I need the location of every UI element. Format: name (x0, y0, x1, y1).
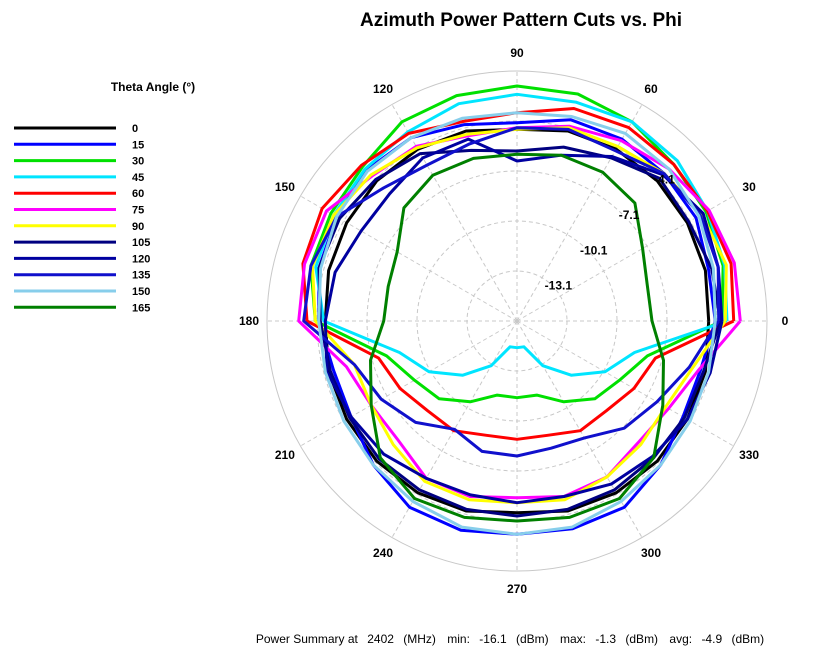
grid-outer-ring (266, 70, 768, 572)
summary-min-value: -16.1 (479, 632, 507, 646)
summary-freq-unit: (MHz) (403, 632, 436, 646)
summary-avg-label: avg: (669, 632, 692, 646)
summary-min-unit: (dBm) (516, 632, 549, 646)
legend-label-30: 30 (132, 156, 144, 168)
polar-grid (266, 70, 768, 572)
legend-label-135: 135 (132, 270, 150, 282)
series-line-theta-90 (311, 126, 728, 505)
legend-label-0: 0 (132, 123, 138, 135)
legend-label-60: 60 (132, 188, 144, 200)
radial-tick-labels: -13.1 -10.1 -7.1 -4.1 (545, 173, 675, 293)
legend: 0 15 30 45 60 75 90 105 120 135 150 165 (14, 123, 150, 314)
summary-max-label: max: (560, 632, 586, 646)
power-summary: Power Summary at 2402 (MHz) min: -16.1 (… (256, 632, 764, 646)
series-lines (297, 84, 742, 536)
summary-max-value: -1.3 (595, 632, 616, 646)
angle-tick-labels: 0 30 60 90 120 150 180 210 240 270 300 330 (239, 46, 789, 596)
series-line-theta-45 (314, 92, 729, 377)
angle-label-60: 60 (644, 82, 658, 96)
angle-label-30: 30 (742, 180, 756, 194)
summary-avg-value: -4.9 (701, 632, 722, 646)
legend-label-45: 45 (132, 172, 144, 184)
series-line-theta-150 (317, 111, 717, 536)
summary-max-unit: (dBm) (625, 632, 658, 646)
legend-label-165: 165 (132, 302, 150, 314)
series-line-theta-60 (301, 107, 736, 441)
legend-label-75: 75 (132, 205, 144, 217)
angle-label-210: 210 (275, 448, 295, 462)
angle-label-180: 180 (239, 314, 259, 328)
series-line-theta-120 (323, 137, 724, 505)
legend-title: Theta Angle (°) (111, 80, 195, 94)
angle-label-90: 90 (510, 46, 524, 60)
chart-title: Azimuth Power Pattern Cuts vs. Phi (360, 10, 682, 31)
legend-label-120: 120 (132, 253, 150, 265)
summary-prefix: Power Summary at (256, 632, 359, 646)
angle-label-150: 150 (275, 180, 295, 194)
legend-label-105: 105 (132, 237, 150, 249)
legend-label-150: 150 (132, 286, 150, 298)
angle-label-120: 120 (373, 82, 393, 96)
summary-avg-unit: (dBm) (731, 632, 764, 646)
radial-label-3: -4.1 (654, 173, 675, 187)
angle-label-300: 300 (641, 546, 661, 560)
summary-min-label: min: (447, 632, 470, 646)
radial-label-0: -13.1 (545, 279, 573, 293)
legend-label-90: 90 (132, 221, 144, 233)
angle-label-240: 240 (373, 546, 393, 560)
angle-label-330: 330 (739, 448, 759, 462)
series-line-theta-165 (369, 152, 665, 523)
radial-label-2: -7.1 (619, 208, 640, 222)
angle-label-270: 270 (507, 582, 527, 596)
legend-label-15: 15 (132, 139, 144, 151)
series-line-theta-135 (302, 126, 721, 458)
angle-label-0: 0 (782, 314, 789, 328)
summary-freq-value: 2402 (367, 632, 394, 646)
radial-label-1: -10.1 (580, 243, 608, 257)
